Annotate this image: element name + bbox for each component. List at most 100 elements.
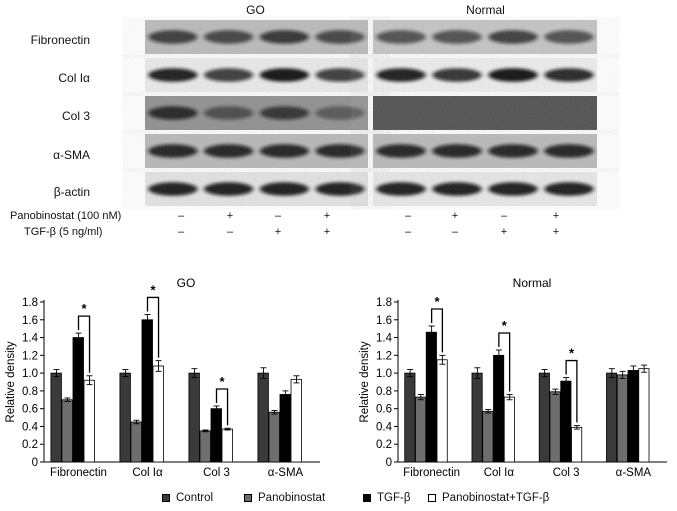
x-tick-label: Col Iα [484, 467, 515, 479]
bar-panobinostat [549, 391, 561, 463]
bar-panobinostat [268, 411, 280, 463]
bar-panobinostat [616, 374, 628, 463]
treatment-sign: + [323, 210, 331, 222]
legend-label-tgfb: TGF-β [377, 492, 411, 504]
y-axis-label: Relative density [359, 341, 371, 422]
legend-item-panobinostat: Panobinostat [244, 492, 325, 504]
bar-panobinostat-tgf- [436, 359, 448, 463]
significance-bracket [565, 359, 578, 423]
bar-panobinostat [130, 421, 142, 463]
treatment-sign: + [323, 226, 331, 238]
bar-control [50, 372, 62, 463]
y-tick-label: 0.6 [376, 404, 392, 416]
blot-row-label-col1a: Col Iα [58, 71, 90, 85]
chart-title: GO [177, 276, 196, 290]
y-tick-label: 1.2 [376, 350, 392, 362]
x-tick-label: Fibronectin [50, 467, 107, 479]
blot-texture [373, 172, 597, 206]
bar-control [471, 372, 483, 463]
treatment-label-tgfb: TGF-β (5 ng/ml) [24, 226, 103, 238]
blot-row-label-asma: α-SMA [53, 148, 90, 162]
treatment-sign: + [451, 210, 459, 222]
legend-item-tgfb: TGF-β [363, 492, 410, 504]
significance-bracket [146, 296, 160, 358]
bar-control [404, 372, 416, 463]
y-tick-label: 0.8 [22, 386, 38, 398]
y-tick-label: 0.4 [22, 421, 39, 433]
blot-group-normal-title: Normal [466, 3, 505, 17]
bar-tgf- [560, 380, 572, 463]
treatment-sign: + [274, 226, 282, 238]
y-tick-label: 0 [32, 457, 38, 469]
y-tick-label: 1.8 [22, 297, 38, 309]
x-tick-label: α-SMA [268, 467, 304, 479]
x-tick-label: Col 3 [553, 467, 580, 479]
treatment-sign: – [404, 210, 412, 222]
bar-control [119, 372, 131, 463]
significance-star: * [219, 374, 225, 389]
x-tick-label: Col Iα [132, 467, 163, 479]
chart-title: Normal [513, 276, 552, 290]
bar-control [538, 372, 550, 463]
y-tick-label: 0.2 [376, 439, 392, 451]
legend-label-control: Control [176, 492, 214, 504]
y-tick-label: 1.0 [376, 368, 392, 380]
blot-texture [145, 20, 368, 54]
legend-swatch-tgfb [363, 494, 371, 502]
bar-control [188, 372, 200, 463]
bar-panobinostat-tgf- [221, 428, 233, 463]
bar-panobinostat [61, 399, 73, 463]
y-tick-label: 1.2 [22, 350, 38, 362]
x-tick-label: Col 3 [203, 467, 230, 479]
treatment-sign: + [552, 210, 560, 222]
blot-texture [145, 134, 368, 168]
bar-panobinostat-tgf- [503, 396, 515, 463]
western-blot-image [145, 20, 597, 206]
y-tick-label: 0.6 [22, 404, 38, 416]
bar-tgf- [627, 370, 639, 463]
legend-item-control: Control [162, 492, 213, 504]
y-tick-label: 1.0 [22, 368, 38, 380]
y-tick-label: 0.2 [22, 439, 38, 451]
legend-label-panobinostat: Panobinostat [258, 492, 326, 504]
legend-swatch-control [162, 494, 170, 502]
significance-star: * [81, 301, 87, 316]
y-tick-label: 0 [386, 457, 392, 469]
bar-tgf- [279, 394, 291, 463]
treatment-sign: – [226, 226, 234, 238]
treatment-sign: + [226, 210, 234, 222]
bar-panobinostat-tgf- [638, 368, 650, 463]
y-tick-label: 1.8 [376, 297, 392, 309]
treatment-sign: – [274, 210, 282, 222]
x-tick-label: Fibronectin [403, 467, 460, 479]
bar-control [606, 372, 618, 463]
blot-texture [373, 58, 597, 92]
significance-star: * [150, 282, 156, 297]
y-tick-label: 1.4 [22, 333, 39, 345]
significance-star: * [434, 294, 440, 309]
bar-chart-1: Normal Relative density 0 0.2 0.4 0.6 0.8 1.0 1.… [359, 276, 667, 479]
significance-star: * [569, 346, 575, 361]
significance-star: * [502, 318, 508, 333]
legend-swatch-pano-tgfb [428, 494, 436, 502]
treatment-sign: – [500, 210, 508, 222]
y-tick-label: 0.4 [376, 421, 393, 433]
y-tick-label: 1.6 [22, 315, 38, 327]
blot-texture [145, 58, 368, 92]
bar-panobinostat-tgf- [290, 378, 302, 463]
bar-tgf- [210, 408, 222, 463]
blot-group-go-title: GO [246, 3, 265, 17]
bar-tgf- [72, 337, 84, 463]
significance-bracket [498, 332, 511, 392]
bar-tgf- [493, 354, 505, 463]
significance-bracket [77, 315, 91, 373]
y-tick-label: 1.4 [376, 333, 393, 345]
bar-panobinostat-tgf- [83, 379, 95, 463]
bar-control [257, 372, 269, 463]
bar-panobinostat [199, 430, 211, 463]
treatment-sign: – [404, 226, 412, 238]
significance-bracket [215, 388, 229, 426]
blot-texture [373, 134, 597, 168]
legend-swatch-panobinostat [244, 494, 252, 502]
